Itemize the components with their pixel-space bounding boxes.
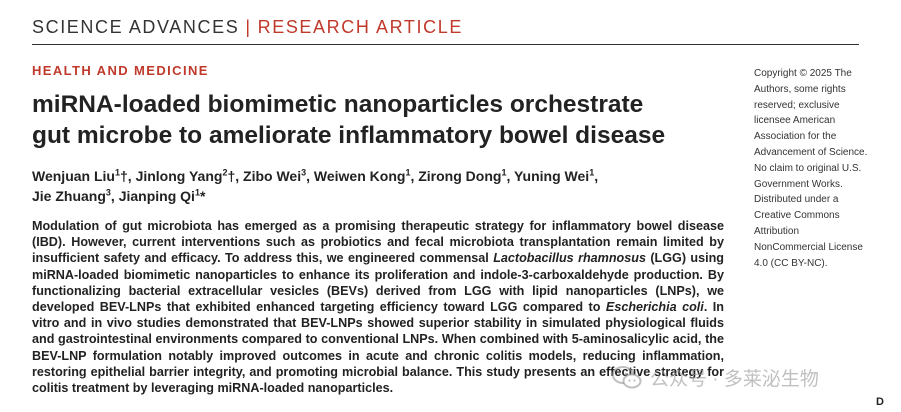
header-divider: | xyxy=(245,17,252,37)
wechat-icon xyxy=(612,365,642,388)
article-type: RESEARCH ARTICLE xyxy=(257,17,463,37)
journal-name: SCIENCE ADVANCES xyxy=(32,17,240,37)
title-line-1: miRNA-loaded biomimetic nanoparticles or… xyxy=(32,91,644,118)
title-line-2: gut microbe to ameliorate inflammatory b… xyxy=(32,122,666,149)
author: Zibo Wei3 xyxy=(243,167,307,184)
author: Wenjuan Liu1† xyxy=(32,167,128,184)
edge-fragment: D xyxy=(876,396,884,408)
article-title: miRNA-loaded biomimetic nanoparticles or… xyxy=(32,89,732,151)
author-list: Wenjuan Liu1†, Jinlong Yang2†, Zibo Wei3… xyxy=(32,167,599,204)
watermark: 公众号 · 多莱泌生物 xyxy=(612,364,819,391)
author: Zirong Dong1 xyxy=(418,167,507,184)
author: Jianping Qi1* xyxy=(118,187,206,204)
species-name: Lactobacillus rhamnosus xyxy=(493,251,646,266)
species-name: Escherichia coli xyxy=(605,300,704,315)
section-label: HEALTH AND MEDICINE xyxy=(32,63,209,78)
journal-header: SCIENCE ADVANCES | RESEARCH ARTICLE xyxy=(32,14,859,45)
abstract: Modulation of gut microbiota has emerged… xyxy=(32,219,724,396)
author: Yuning Wei1 xyxy=(513,167,595,184)
author: Jinlong Yang2† xyxy=(135,167,236,184)
author: Weiwen Kong1 xyxy=(313,167,411,184)
watermark-text: 公众号 · 多莱泌生物 xyxy=(650,369,819,390)
author: Jie Zhuang3 xyxy=(32,187,111,204)
copyright-notice: Copyright © 2025 The Authors, some right… xyxy=(754,68,868,269)
